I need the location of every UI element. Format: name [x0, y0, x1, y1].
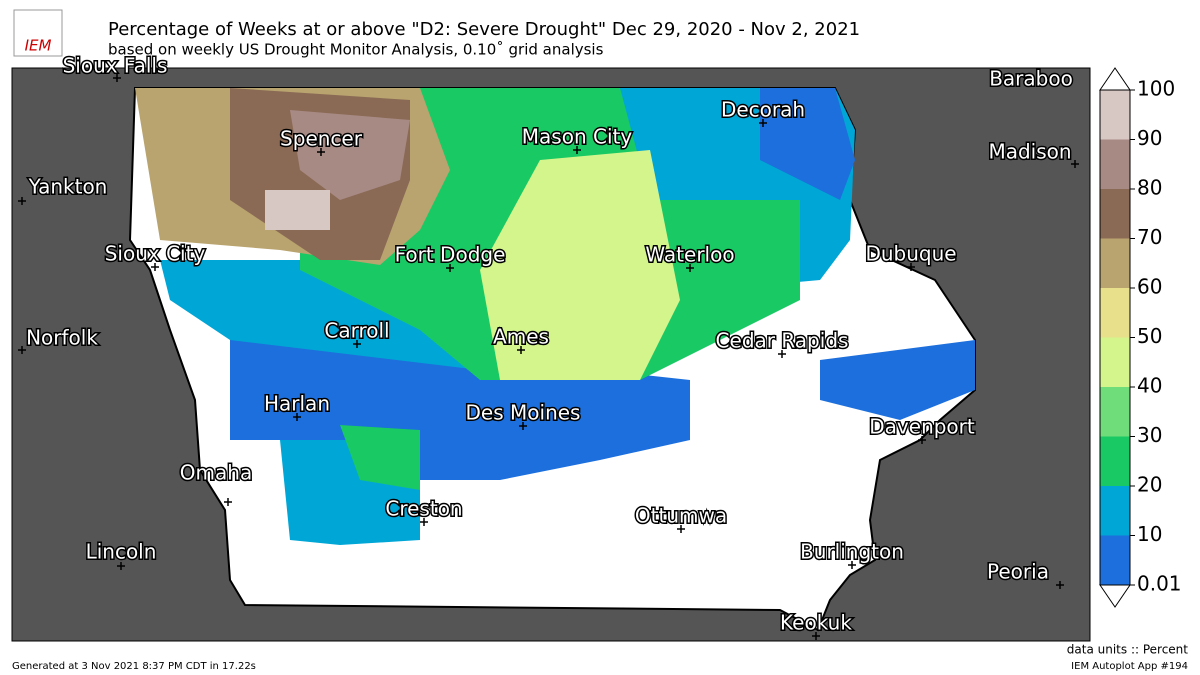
- city-label: Sioux Falls: [63, 54, 168, 78]
- colorbar-tick-label: 0.01: [1137, 572, 1182, 596]
- city-label: Keokuk: [780, 611, 852, 635]
- city-label: Dubuque: [865, 242, 956, 266]
- city-marker: [18, 346, 26, 354]
- city-marker: [1056, 581, 1064, 589]
- city-marker: [848, 561, 856, 569]
- city-marker: [1071, 160, 1079, 168]
- region: [265, 190, 330, 230]
- city-label: Burlington: [800, 540, 904, 564]
- city-marker: [293, 413, 301, 421]
- city-marker: [686, 264, 694, 272]
- city-label: Carroll: [324, 319, 389, 343]
- title: Percentage of Weeks at or above "D2: Sev…: [108, 19, 860, 40]
- city-marker: [224, 498, 232, 506]
- city-label: Davenport: [869, 415, 975, 439]
- colorbar-segment: [1100, 486, 1130, 536]
- colorbar-extend: [1099, 67, 1131, 91]
- city-label: Lincoln: [86, 540, 157, 564]
- city-marker: [18, 197, 26, 205]
- city-label: Waterloo: [645, 243, 734, 267]
- city-marker: [573, 146, 581, 154]
- colorbar-segment: [1100, 288, 1130, 338]
- city-marker: [517, 346, 525, 354]
- city-label: Ames: [493, 325, 549, 349]
- colorbar-segment: [1100, 387, 1130, 437]
- colorbar: 0.01 10 20 30 40 50 60 70 80 90 100: [1099, 67, 1182, 608]
- colorbar-tick-label: 60: [1137, 275, 1162, 299]
- colorbar-segment: [1100, 139, 1130, 189]
- colorbar-tick-label: 90: [1137, 126, 1162, 150]
- city-marker: [353, 340, 361, 348]
- city-label: Cedar Rapids: [716, 329, 849, 353]
- colorbar-segment: [1100, 90, 1130, 140]
- city-label: Peoria: [987, 560, 1049, 584]
- colorbar-segment: [1100, 189, 1130, 239]
- colorbar-tick-label: 80: [1137, 176, 1162, 200]
- map: [11, 67, 1091, 642]
- colorbar-tick-label: 100: [1137, 77, 1175, 101]
- cities: Sioux Falls Baraboo Decorah Spencer Mason Ci…: [18, 52, 1079, 640]
- region: [290, 110, 410, 200]
- colorbar-segment: [1100, 535, 1130, 585]
- colorbar-extend: [1099, 584, 1131, 608]
- colorbar-tick-label: 50: [1137, 324, 1162, 348]
- city-label: Creston: [385, 497, 462, 521]
- city-marker: [677, 525, 685, 533]
- city-marker: [151, 263, 159, 271]
- city-label: Fort Dodge: [395, 243, 506, 267]
- city-marker: [907, 263, 915, 271]
- city-label: Mason City: [522, 125, 633, 149]
- city-marker: [1027, 76, 1035, 84]
- generated: Generated at 3 Nov 2021 8:37 PM CDT in 1…: [12, 661, 256, 672]
- city-marker: [812, 632, 820, 640]
- city-label: Baraboo: [989, 67, 1073, 91]
- region: [340, 425, 420, 490]
- city-label: Ottumwa: [635, 504, 727, 528]
- logo-text: IEM: [25, 37, 52, 55]
- city-label: Harlan: [264, 392, 330, 416]
- city-label: Norfolk: [26, 326, 98, 350]
- city-label: Sioux City: [105, 242, 206, 266]
- logo-box: [13, 9, 63, 57]
- city-label: Omaha: [180, 461, 252, 485]
- city-marker: [117, 562, 125, 570]
- city-marker: [317, 148, 325, 156]
- city-label: Des Moines: [466, 401, 581, 425]
- region: [820, 340, 975, 420]
- colorbar-tick-label: 30: [1137, 423, 1162, 447]
- colorbar-segment: [1100, 337, 1130, 387]
- city-marker: [519, 422, 527, 430]
- city-label: Decorah: [721, 98, 805, 122]
- colorbar-segment: [1100, 238, 1130, 288]
- colorbar-segment: [1100, 436, 1130, 486]
- city-label: Yankton: [28, 175, 108, 199]
- colorbar-tick-label: 20: [1137, 473, 1162, 497]
- city-marker: [759, 119, 767, 127]
- city-marker: [918, 436, 926, 444]
- city-marker: [778, 350, 786, 358]
- city-label: Spencer: [280, 127, 363, 151]
- colorbar-tick-label: 10: [1137, 522, 1162, 546]
- city-label: Madison: [988, 140, 1071, 164]
- logo: IEM: [13, 9, 63, 57]
- subtitle: based on weekly US Drought Monitor Analy…: [108, 41, 604, 59]
- app-label: IEM Autoplot App #194: [1071, 661, 1188, 672]
- region: [480, 150, 680, 380]
- colorbar-tick-label: 70: [1137, 225, 1162, 249]
- colorbar-tick-label: 40: [1137, 374, 1162, 398]
- units-label: data units :: Percent: [1067, 643, 1189, 657]
- region: [760, 88, 855, 200]
- city-marker: [446, 264, 454, 272]
- city-marker: [113, 74, 121, 82]
- city-marker: [420, 518, 428, 526]
